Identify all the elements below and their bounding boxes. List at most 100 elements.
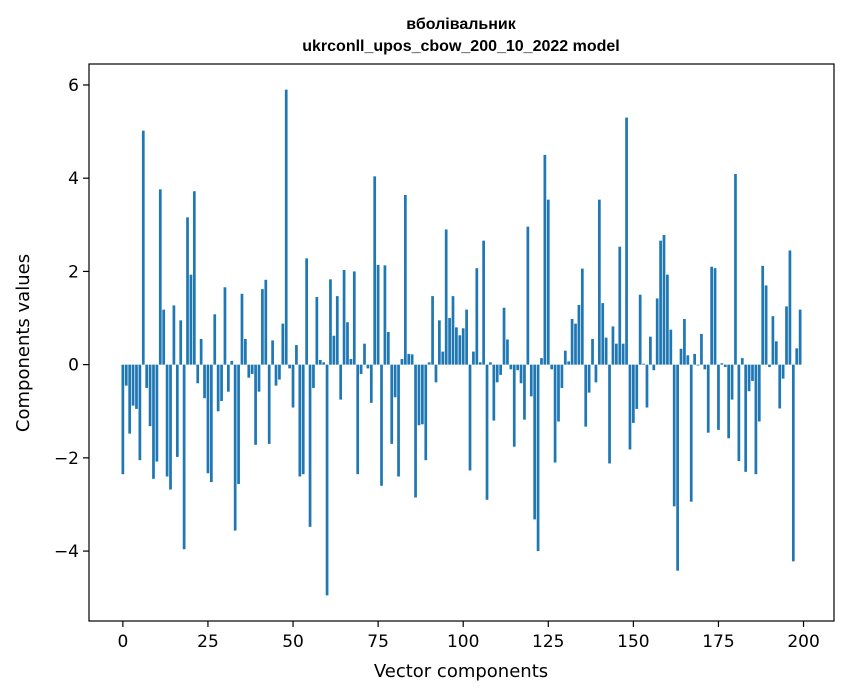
bar-154	[645, 364, 649, 408]
bar-149	[628, 364, 632, 450]
bar-151	[635, 364, 639, 409]
bar-197	[791, 364, 795, 562]
bar-36	[244, 339, 247, 365]
bar-89	[424, 364, 428, 461]
bar-67	[349, 359, 353, 365]
bar-26	[209, 364, 213, 483]
bar-189	[764, 285, 768, 365]
bar-119	[526, 226, 530, 365]
bar-61	[329, 279, 332, 365]
bar-140	[597, 199, 601, 365]
bar-184	[747, 364, 751, 392]
bar-14	[169, 364, 172, 490]
x-axis-label: Vector components	[374, 661, 548, 682]
bar-17	[179, 320, 183, 365]
bar-117	[519, 364, 523, 384]
bar-134	[577, 304, 581, 365]
bar-84	[407, 353, 411, 365]
bar-188	[761, 265, 765, 365]
bar-71	[363, 343, 366, 365]
bar-113	[506, 339, 509, 365]
bar-74	[373, 176, 377, 365]
bar-121	[533, 364, 537, 520]
bar-194	[781, 364, 785, 379]
bar-148	[625, 117, 628, 365]
bar-141	[601, 303, 605, 365]
x-axis: 0 25 50 75 100 125 150 175 200	[117, 621, 820, 652]
bar-32	[230, 360, 234, 365]
bar-24	[203, 364, 206, 399]
bar-165	[683, 318, 686, 365]
bar-147	[621, 343, 625, 365]
bar-91	[431, 296, 434, 365]
bar-116	[516, 364, 520, 371]
x-tick-label: 125	[532, 632, 564, 652]
bar-142	[604, 337, 608, 365]
bar-87	[417, 364, 421, 426]
bar-1	[124, 364, 128, 386]
bar-118	[523, 364, 526, 420]
bar-4	[135, 364, 138, 409]
bar-77	[383, 265, 387, 365]
bar-46	[278, 364, 281, 380]
bar-124	[543, 154, 547, 365]
bar-143	[608, 364, 611, 464]
bar-171	[703, 364, 707, 370]
bar-111	[499, 364, 502, 375]
bar-138	[591, 339, 594, 365]
bar-2	[128, 364, 132, 434]
bar-78	[386, 332, 390, 365]
bar-191	[771, 316, 775, 365]
bar-166	[686, 355, 690, 365]
bar-83	[403, 194, 407, 365]
bar-196	[788, 250, 792, 365]
bar-136	[584, 364, 588, 427]
bar-18	[182, 364, 186, 550]
bar-21	[192, 191, 196, 365]
bar-177	[723, 364, 727, 367]
bar-126	[550, 364, 554, 370]
bar-195	[785, 306, 788, 365]
bar-65	[342, 270, 346, 365]
bar-41	[261, 289, 264, 365]
bar-53	[301, 364, 305, 475]
bar-57	[315, 297, 319, 365]
bar-62	[332, 335, 336, 365]
y-axis: −4 −2 0 2 4 6	[54, 76, 89, 562]
bar-137	[587, 364, 591, 393]
bar-112	[502, 307, 506, 365]
bar-153	[642, 363, 645, 365]
bar-185	[751, 364, 754, 381]
bar-156	[652, 364, 656, 371]
x-tick-label: 200	[787, 632, 819, 652]
bar-50	[291, 364, 295, 408]
chart-subtitle: ukrconll_upos_cbow_200_10_2022 model	[302, 38, 619, 55]
bar-69	[356, 364, 360, 475]
bar-108	[489, 362, 492, 365]
bar-122	[536, 364, 540, 552]
bar-33	[233, 364, 237, 531]
bar-129	[560, 364, 564, 388]
bar-13	[165, 364, 169, 477]
bar-37	[247, 364, 251, 378]
bar-144	[611, 326, 615, 365]
bar-109	[492, 364, 496, 421]
bar-10	[155, 364, 159, 462]
bar-23	[199, 339, 203, 365]
bar-128	[557, 364, 560, 422]
bar-95	[444, 229, 448, 365]
bar-70	[359, 364, 363, 374]
bar-81	[397, 364, 400, 477]
bar-9	[152, 364, 155, 479]
bar-44	[271, 340, 274, 365]
bar-145	[614, 343, 618, 365]
bar-52	[298, 364, 302, 477]
bar-102	[468, 364, 472, 471]
bar-66	[346, 322, 349, 365]
bar-28	[216, 364, 220, 412]
bar-79	[390, 364, 394, 444]
bar-7	[145, 364, 149, 388]
bar-132	[570, 318, 574, 365]
bar-100	[461, 328, 465, 365]
bar-175	[717, 364, 720, 430]
